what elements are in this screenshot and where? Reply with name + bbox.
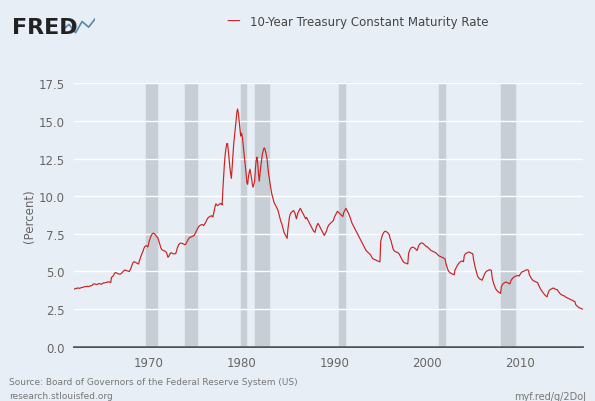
- Bar: [439, 84, 445, 347]
- Bar: [255, 84, 268, 347]
- Bar: [339, 84, 345, 347]
- Bar: [185, 84, 196, 347]
- Text: —: —: [226, 15, 240, 29]
- Text: research.stlouisfed.org: research.stlouisfed.org: [9, 391, 112, 400]
- Text: 10-Year Treasury Constant Maturity Rate: 10-Year Treasury Constant Maturity Rate: [250, 16, 488, 28]
- Bar: [500, 84, 515, 347]
- Text: myf.red/g/2DoJ: myf.red/g/2DoJ: [514, 391, 586, 401]
- Bar: [146, 84, 157, 347]
- Text: Source: Board of Governors of the Federal Reserve System (US): Source: Board of Governors of the Federa…: [9, 377, 298, 386]
- Bar: [242, 84, 246, 347]
- Y-axis label: (Percent): (Percent): [23, 189, 36, 242]
- Text: FRED: FRED: [12, 18, 77, 38]
